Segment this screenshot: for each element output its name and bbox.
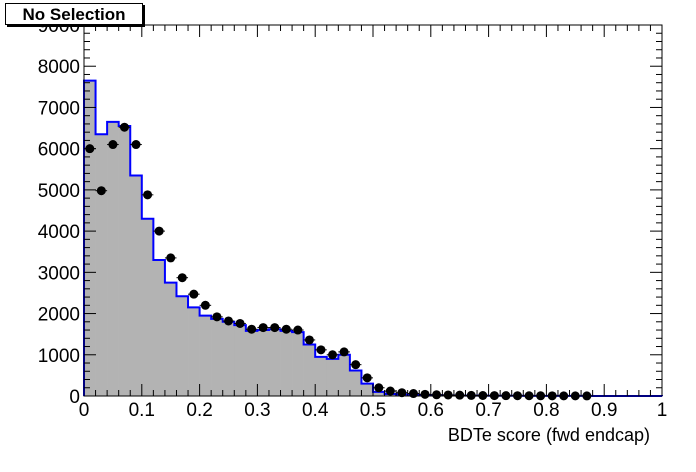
x-tick-label-9: 0.9	[591, 400, 617, 421]
data-point-2	[107, 140, 119, 150]
histogram-bar-5	[141, 218, 154, 396]
histogram-bar-12	[222, 321, 235, 396]
histogram-bar-23	[349, 370, 362, 396]
x-tick-label-5: 0.5	[360, 400, 386, 421]
histogram-bar-4	[130, 175, 143, 396]
histogram-bar-7	[164, 282, 177, 396]
data-point-26	[384, 386, 397, 396]
data-point-18	[292, 325, 304, 335]
data-point-4	[130, 140, 142, 150]
plot-title: No Selection	[5, 3, 143, 25]
histogram-bar-0	[84, 80, 96, 397]
x-tick-labels: 0 0.1 0.2 0.3 0.4 0.5 0.6 0.7 0.8 0.9 1	[79, 400, 668, 421]
data-point-19	[303, 335, 316, 345]
x-tick-label-3: 0.3	[244, 400, 270, 421]
x-tick-label-1: 0.1	[129, 400, 155, 421]
x-tick-label-10: 1	[657, 400, 668, 421]
histogram-bar-8	[176, 296, 189, 396]
data-point-15	[257, 323, 269, 333]
histogram-bar-1	[95, 134, 108, 396]
data-point-31	[442, 390, 454, 400]
data-point-28	[407, 389, 420, 399]
y-tick-label-0: 0	[69, 387, 80, 408]
data-point-1	[95, 186, 108, 196]
histogram-bar-21	[326, 358, 339, 396]
histogram-bar-2	[107, 121, 119, 396]
histogram-bar-20	[315, 356, 328, 396]
y-tick-label-1: 1000	[38, 346, 80, 367]
histogram-bar-16	[268, 329, 281, 396]
histogram-bar-17	[280, 330, 293, 396]
y-tick-label-3: 3000	[38, 263, 80, 284]
histogram-bar-3	[118, 125, 131, 396]
data-point-13	[234, 318, 246, 328]
data-point-21	[326, 350, 339, 360]
y-tick-label-7: 7000	[38, 98, 80, 119]
histogram-bar-10	[199, 315, 212, 396]
y-tick-label-4: 4000	[38, 222, 80, 243]
data-point-20	[315, 345, 327, 355]
y-tick-label-6: 6000	[38, 140, 80, 161]
data-point-10	[199, 300, 212, 310]
x-axis-title: BDTe score (fwd endcap)	[448, 425, 650, 445]
data-point-12	[222, 316, 235, 326]
histogram-layer	[83, 79, 663, 397]
histogram-bar-19	[303, 344, 316, 396]
histogram-bar-6	[153, 259, 166, 396]
x-tick-label-8: 0.8	[533, 400, 559, 421]
data-point-27	[396, 388, 408, 398]
data-point-17	[280, 324, 293, 334]
data-point-25	[373, 383, 385, 393]
data-point-3	[118, 122, 131, 132]
data-point-9	[188, 289, 200, 299]
x-tick-label-4: 0.4	[302, 400, 329, 421]
data-point-6	[153, 226, 165, 236]
y-tick-label-2: 2000	[38, 305, 80, 326]
data-point-16	[268, 323, 281, 333]
histogram-bar-9	[188, 307, 200, 396]
data-point-14	[245, 324, 258, 334]
y-tick-label-5: 5000	[38, 181, 80, 202]
histogram-bar-13	[234, 325, 247, 396]
x-tick-label-2: 0.2	[186, 400, 212, 421]
histogram-bar-11	[211, 318, 224, 396]
histogram-bar-22	[338, 354, 351, 396]
data-point-5	[141, 190, 154, 200]
data-point-8	[176, 273, 189, 283]
histogram-bar-15	[257, 330, 270, 396]
data-point-33	[465, 390, 478, 400]
histogram-bar-24	[361, 383, 374, 396]
x-tick-label-0: 0	[79, 400, 90, 421]
data-point-24	[361, 373, 373, 383]
axis-ticks	[83, 24, 663, 397]
data-point-32	[453, 390, 466, 400]
x-tick-label-6: 0.6	[418, 400, 444, 421]
data-point-29	[419, 389, 431, 399]
data-point-22	[338, 347, 350, 357]
x-tick-label-7: 0.7	[475, 400, 501, 421]
histogram-bar-25	[373, 391, 385, 396]
data-point-23	[349, 360, 362, 370]
data-point-7	[164, 253, 177, 263]
histogram-bar-14	[245, 330, 258, 396]
histogram-bar-18	[292, 332, 304, 396]
data-point-11	[211, 312, 223, 322]
data-point-30	[430, 390, 443, 400]
y-tick-label-8: 8000	[38, 57, 80, 78]
